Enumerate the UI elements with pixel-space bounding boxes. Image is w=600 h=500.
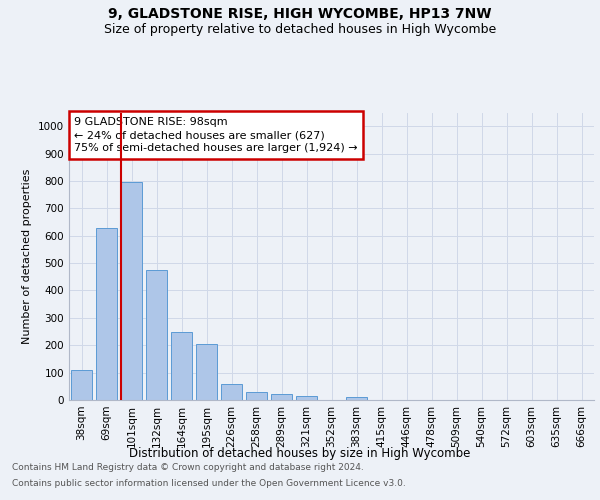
Bar (246, 392, 267, 400)
Y-axis label: Number of detached properties: Number of detached properties (22, 168, 32, 344)
Bar (96, 228, 117, 400)
Text: Size of property relative to detached houses in High Wycombe: Size of property relative to detached ho… (104, 22, 496, 36)
Bar (271, 394, 292, 400)
Bar (146, 270, 167, 400)
Text: Contains public sector information licensed under the Open Government Licence v3: Contains public sector information licen… (12, 478, 406, 488)
Bar (221, 384, 242, 400)
Text: Distribution of detached houses by size in High Wycombe: Distribution of detached houses by size … (130, 448, 470, 460)
Text: 9, GLADSTONE RISE, HIGH WYCOMBE, HP13 7NW: 9, GLADSTONE RISE, HIGH WYCOMBE, HP13 7N… (108, 8, 492, 22)
Bar (71, 370, 92, 400)
Text: 9 GLADSTONE RISE: 98sqm
← 24% of detached houses are smaller (627)
75% of semi-d: 9 GLADSTONE RISE: 98sqm ← 24% of detache… (74, 117, 358, 153)
Bar (171, 332, 192, 400)
Bar (296, 396, 317, 400)
Bar (346, 396, 367, 400)
Text: Contains HM Land Registry data © Crown copyright and database right 2024.: Contains HM Land Registry data © Crown c… (12, 464, 364, 472)
Bar (196, 344, 217, 400)
Bar (121, 182, 142, 400)
